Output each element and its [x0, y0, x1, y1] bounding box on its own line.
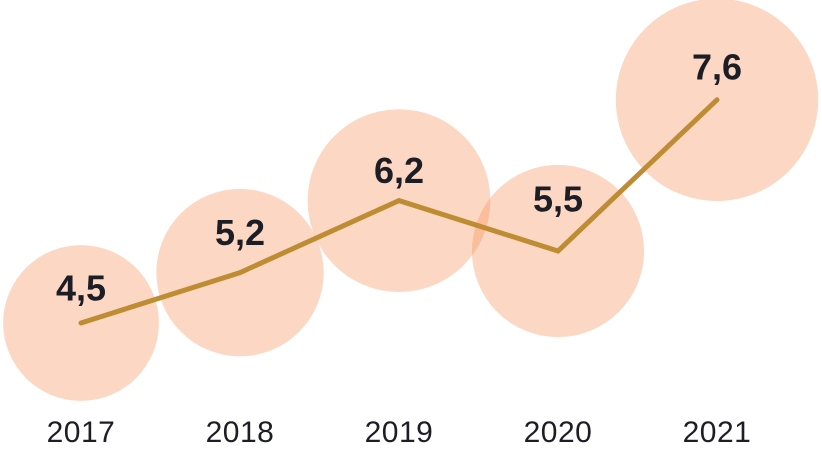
line-layer	[78, 97, 720, 326]
year-label-2018: 2018	[206, 416, 275, 449]
trend-line	[78, 97, 720, 326]
value-labels-layer: 4,5 5,2 6,2 5,5 7,6	[56, 46, 742, 308]
value-label-2017: 4,5	[56, 268, 106, 309]
value-label-2021: 7,6	[692, 46, 742, 87]
value-label-2020: 5,5	[533, 179, 583, 220]
year-label-2021: 2021	[683, 416, 752, 449]
value-label-2019: 6,2	[374, 150, 424, 191]
year-label-2019: 2019	[365, 416, 434, 449]
year-label-2017: 2017	[47, 416, 116, 449]
x-axis-labels-layer: 2017 2018 2019 2020 2021	[47, 416, 752, 449]
year-label-2020: 2020	[524, 416, 593, 449]
value-label-2018: 5,2	[215, 212, 265, 253]
